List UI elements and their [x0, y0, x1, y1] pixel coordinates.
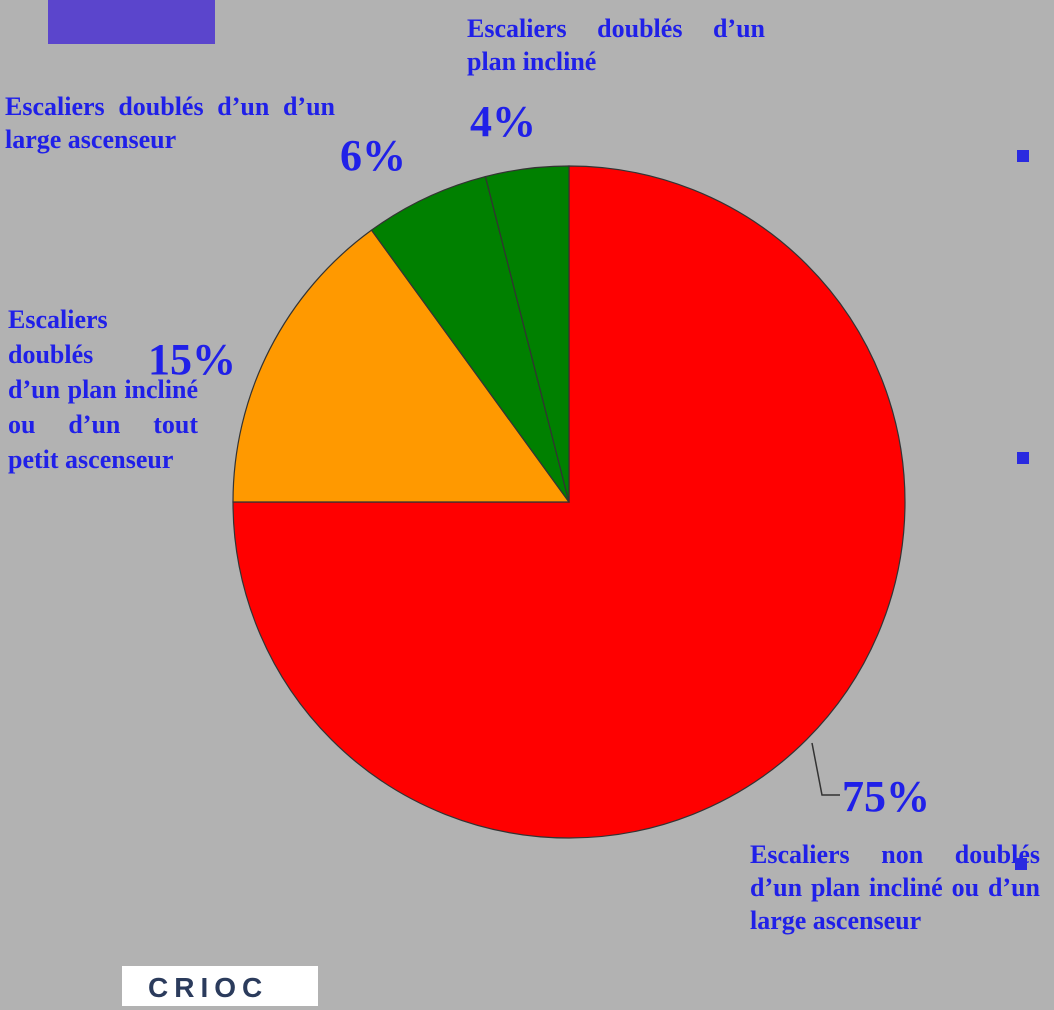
category-label: Escaliers doublés d’un plan incliné — [467, 14, 765, 76]
bullet — [1015, 858, 1027, 870]
pie-slice — [232, 229, 571, 503]
title-bar — [48, 0, 215, 44]
category-label: Escaliers non doublés d’un plan incliné … — [750, 840, 1040, 935]
leader-line — [811, 742, 840, 796]
value-label: 75% — [842, 772, 930, 821]
pie-slice — [370, 175, 570, 503]
bullet — [1017, 150, 1029, 162]
pie-slice — [484, 165, 570, 503]
pie-slice — [232, 165, 906, 839]
category-text: Escaliers doublés d’un plan incliné ou d… — [8, 305, 198, 474]
bullet — [1017, 452, 1029, 464]
value-label: 6% — [340, 131, 406, 180]
value-label: 15% — [148, 335, 236, 384]
category-label: Escaliers doublés d’un plan incliné ou d… — [8, 302, 198, 477]
category-label: Escaliers doublés d’un d’un large ascens… — [5, 92, 335, 154]
logo: CRIOC — [122, 966, 318, 1006]
value-label: 4% — [470, 97, 536, 146]
